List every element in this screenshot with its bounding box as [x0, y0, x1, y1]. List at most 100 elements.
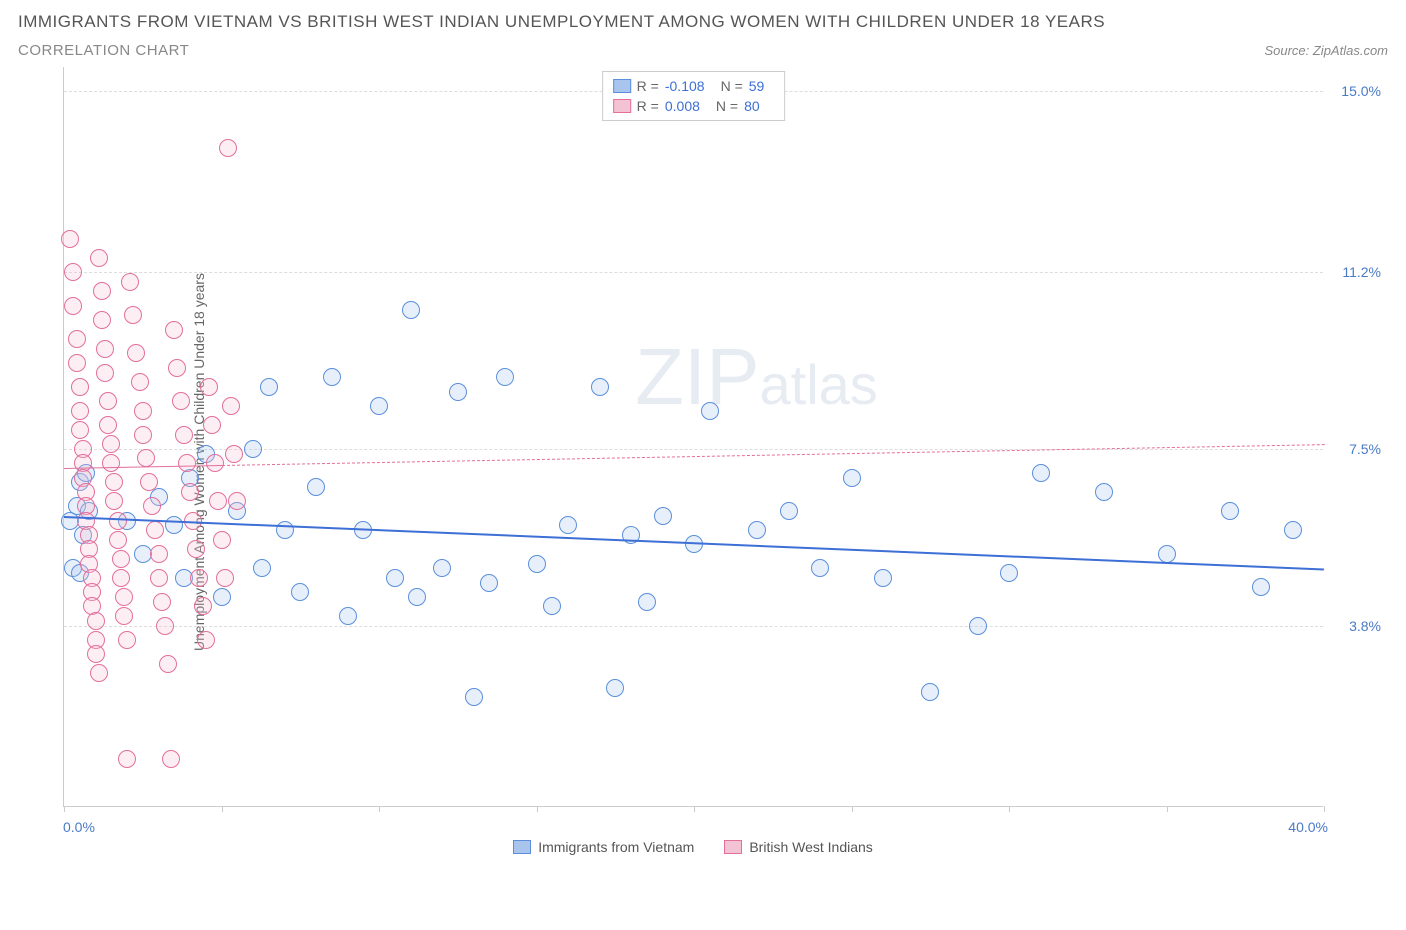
data-point — [64, 263, 82, 281]
data-point — [528, 555, 546, 573]
x-tick — [852, 806, 853, 812]
data-point — [591, 378, 609, 396]
data-point — [559, 516, 577, 534]
x-tick — [1324, 806, 1325, 812]
legend-stats: R =-0.108N =59R =0.008N =80 — [602, 71, 786, 121]
data-point — [654, 507, 672, 525]
subtitle-row: CORRELATION CHART Source: ZipAtlas.com — [18, 42, 1388, 59]
data-point — [1032, 464, 1050, 482]
data-point — [213, 531, 231, 549]
x-axis-max: 40.0% — [1288, 819, 1328, 835]
watermark: ZIPatlas — [635, 331, 878, 423]
trend-line — [221, 444, 1324, 466]
data-point — [118, 750, 136, 768]
data-point — [1284, 521, 1302, 539]
data-point — [61, 230, 79, 248]
data-point — [200, 378, 218, 396]
legend-label: Immigrants from Vietnam — [538, 839, 694, 855]
watermark-icon: ZIP — [635, 332, 759, 421]
x-tick — [379, 806, 380, 812]
data-point — [90, 249, 108, 267]
legend-n-label: N = — [721, 78, 743, 94]
data-point — [496, 368, 514, 386]
source-label: Source: ZipAtlas.com — [1264, 43, 1388, 58]
data-point — [146, 521, 164, 539]
x-tick — [222, 806, 223, 812]
x-tick — [694, 806, 695, 812]
data-point — [386, 569, 404, 587]
data-point — [96, 340, 114, 358]
data-point — [209, 492, 227, 510]
data-point — [93, 311, 111, 329]
x-tick — [64, 806, 65, 812]
data-point — [156, 617, 174, 635]
data-point — [140, 473, 158, 491]
legend-swatch — [724, 840, 742, 854]
legend-item: British West Indians — [724, 839, 872, 855]
data-point — [165, 516, 183, 534]
data-point — [109, 512, 127, 530]
legend-n-label: N = — [716, 98, 738, 114]
data-point — [370, 397, 388, 415]
data-point — [197, 631, 215, 649]
data-point — [143, 497, 161, 515]
data-point — [408, 588, 426, 606]
data-point — [112, 550, 130, 568]
legend-stat-row: R =-0.108N =59 — [613, 76, 775, 96]
data-point — [93, 282, 111, 300]
data-point — [134, 402, 152, 420]
data-point — [465, 688, 483, 706]
data-point — [543, 597, 561, 615]
data-point — [1158, 545, 1176, 563]
data-point — [96, 364, 114, 382]
data-point — [216, 569, 234, 587]
chart-title: IMMIGRANTS FROM VIETNAM VS BRITISH WEST … — [18, 12, 1388, 32]
data-point — [843, 469, 861, 487]
data-point — [203, 416, 221, 434]
data-point — [402, 301, 420, 319]
x-tick — [1009, 806, 1010, 812]
data-point — [68, 330, 86, 348]
y-tick-label: 11.2% — [1342, 264, 1381, 280]
data-point — [105, 473, 123, 491]
data-point — [150, 569, 168, 587]
data-point — [748, 521, 766, 539]
data-point — [253, 559, 271, 577]
data-point — [127, 344, 145, 362]
data-point — [323, 368, 341, 386]
data-point — [172, 392, 190, 410]
gridline — [64, 272, 1323, 273]
data-point — [162, 750, 180, 768]
data-point — [307, 478, 325, 496]
data-point — [168, 359, 186, 377]
data-point — [874, 569, 892, 587]
data-point — [206, 454, 224, 472]
data-point — [1252, 578, 1270, 596]
data-point — [606, 679, 624, 697]
legend-swatch — [613, 99, 631, 113]
legend-stat-row: R =0.008N =80 — [613, 96, 775, 116]
legend-r-label: R = — [637, 98, 659, 114]
data-point — [969, 617, 987, 635]
data-point — [137, 449, 155, 467]
x-tick — [537, 806, 538, 812]
data-point — [433, 559, 451, 577]
data-point — [90, 664, 108, 682]
data-point — [71, 378, 89, 396]
legend-r-label: R = — [637, 78, 659, 94]
data-point — [115, 607, 133, 625]
data-point — [99, 392, 117, 410]
legend-item: Immigrants from Vietnam — [513, 839, 694, 855]
legend-r-value: 0.008 — [665, 98, 700, 114]
y-tick-label: 7.5% — [1349, 441, 1381, 457]
data-point — [701, 402, 719, 420]
data-point — [291, 583, 309, 601]
data-point — [178, 454, 196, 472]
data-point — [225, 445, 243, 463]
data-point — [102, 435, 120, 453]
legend-label: British West Indians — [749, 839, 872, 855]
data-point — [1095, 483, 1113, 501]
data-point — [115, 588, 133, 606]
data-point — [87, 645, 105, 663]
chart-subtitle: CORRELATION CHART — [18, 42, 189, 59]
